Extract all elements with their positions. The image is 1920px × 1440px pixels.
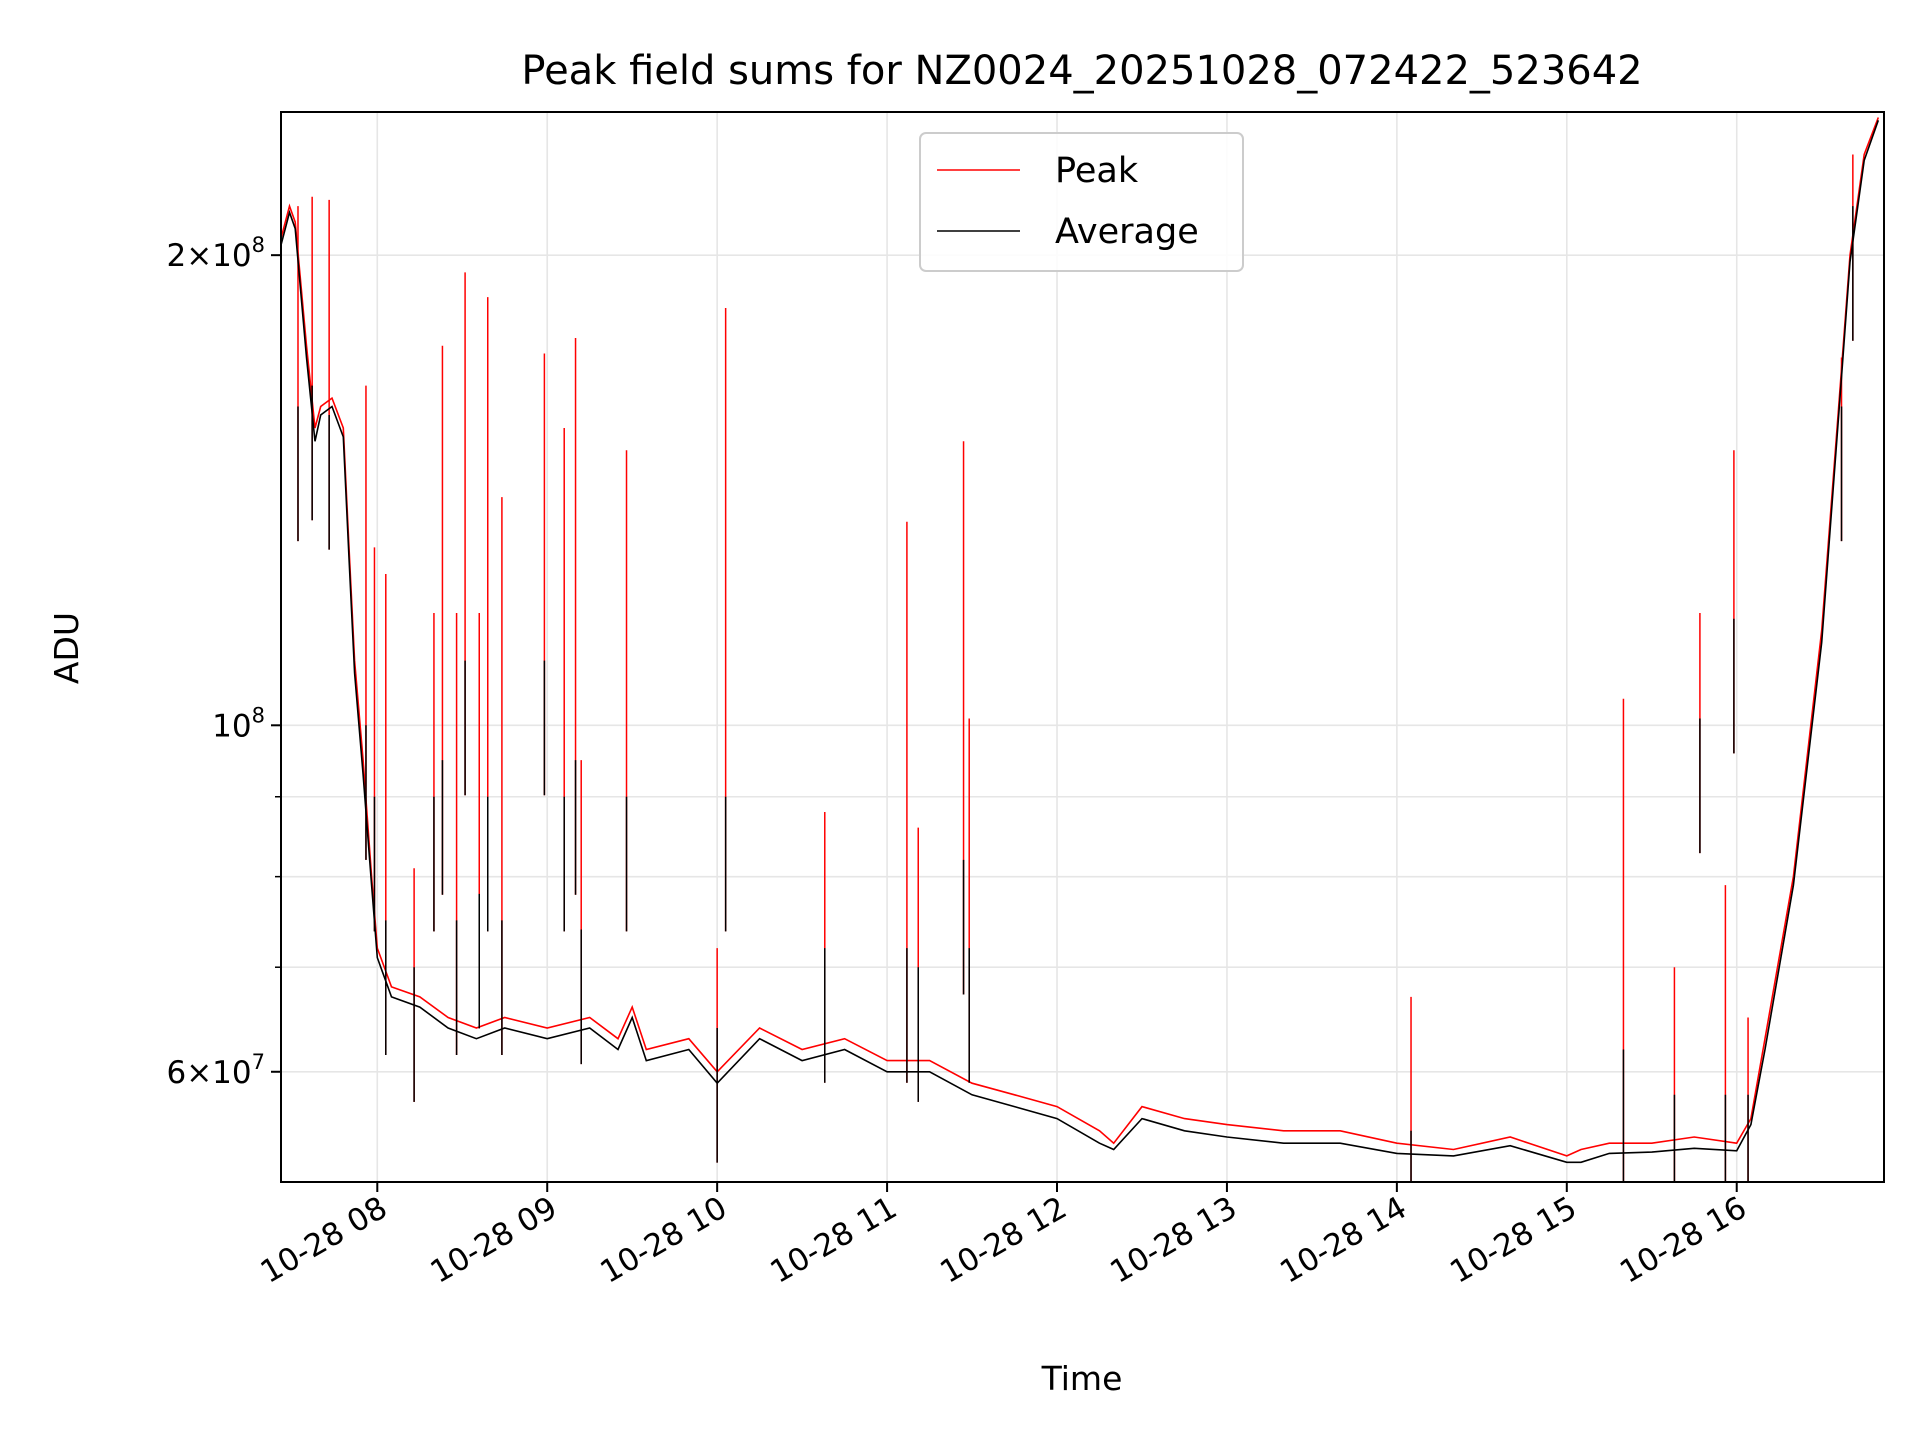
y-tick-label: 108 [212,703,265,744]
y-tick-label: 6×107 [166,1050,265,1091]
y-tick-label: 2×108 [166,233,265,274]
legend: Peak Average [919,132,1244,272]
y-axis-label: ADU [47,612,86,684]
legend-label-peak: Peak [1055,151,1139,191]
legend-box [919,132,1244,272]
legend-label-average: Average [1055,212,1199,252]
series-line-average [281,120,1880,1164]
chart-title: Peak field sums for NZ0024_20251028_0724… [521,48,1642,94]
x-axis-label: Time [1041,1359,1123,1398]
plot-frame [280,111,1885,1183]
plot-area [281,117,1880,1182]
series-line-peak [281,117,1880,1157]
